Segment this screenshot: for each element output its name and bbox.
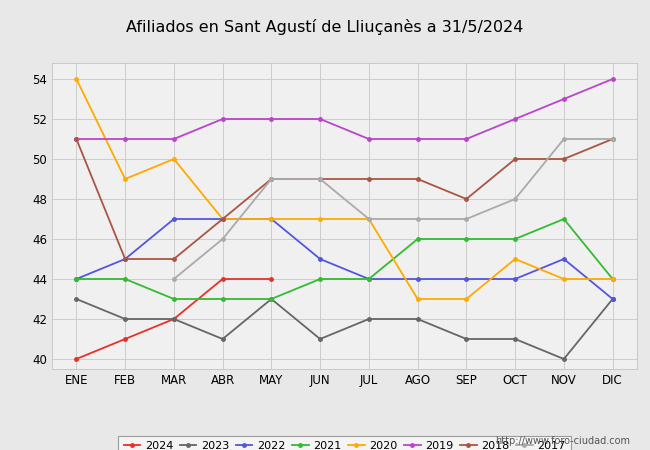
2023 bbox=[121, 316, 129, 322]
2021 bbox=[560, 216, 568, 222]
2018 bbox=[608, 136, 616, 142]
2023 bbox=[413, 316, 421, 322]
2022 bbox=[72, 276, 81, 282]
2019 bbox=[72, 136, 81, 142]
2020 bbox=[268, 216, 276, 222]
2017 bbox=[218, 236, 227, 242]
2022 bbox=[511, 276, 519, 282]
2021 bbox=[121, 276, 129, 282]
2017 bbox=[170, 276, 178, 282]
2022 bbox=[121, 256, 129, 262]
Line: 2021: 2021 bbox=[75, 217, 614, 301]
2019 bbox=[608, 76, 616, 82]
Legend: 2024, 2023, 2022, 2021, 2020, 2019, 2018, 2017: 2024, 2023, 2022, 2021, 2020, 2019, 2018… bbox=[118, 436, 571, 450]
2022 bbox=[218, 216, 227, 222]
2017 bbox=[608, 136, 616, 142]
2018 bbox=[170, 256, 178, 262]
2019 bbox=[268, 116, 276, 122]
2022 bbox=[463, 276, 471, 282]
2023 bbox=[608, 296, 616, 302]
2017 bbox=[268, 176, 276, 182]
2020 bbox=[170, 156, 178, 162]
2021 bbox=[72, 276, 81, 282]
Line: 2020: 2020 bbox=[75, 77, 614, 301]
2022 bbox=[365, 276, 373, 282]
2024 bbox=[72, 356, 81, 362]
2023 bbox=[268, 296, 276, 302]
2018 bbox=[268, 176, 276, 182]
2018 bbox=[121, 256, 129, 262]
2021 bbox=[316, 276, 324, 282]
2023 bbox=[463, 336, 471, 342]
2018 bbox=[72, 136, 81, 142]
2018 bbox=[365, 176, 373, 182]
Line: 2023: 2023 bbox=[75, 297, 614, 361]
2018 bbox=[316, 176, 324, 182]
Line: 2022: 2022 bbox=[75, 217, 614, 301]
2017 bbox=[511, 196, 519, 202]
2024 bbox=[268, 276, 276, 282]
2019 bbox=[413, 136, 421, 142]
2023 bbox=[316, 336, 324, 342]
2022 bbox=[413, 276, 421, 282]
2019 bbox=[365, 136, 373, 142]
2021 bbox=[170, 296, 178, 302]
2019 bbox=[121, 136, 129, 142]
2022 bbox=[560, 256, 568, 262]
Text: http://www.foro-ciudad.com: http://www.foro-ciudad.com bbox=[495, 436, 630, 446]
2018 bbox=[413, 176, 421, 182]
2020 bbox=[560, 276, 568, 282]
2024 bbox=[218, 276, 227, 282]
Line: 2018: 2018 bbox=[75, 137, 614, 261]
2019 bbox=[560, 96, 568, 102]
Line: 2019: 2019 bbox=[75, 77, 614, 141]
2020 bbox=[121, 176, 129, 182]
2017 bbox=[413, 216, 421, 222]
2017 bbox=[316, 176, 324, 182]
2021 bbox=[268, 296, 276, 302]
2019 bbox=[463, 136, 471, 142]
2022 bbox=[316, 256, 324, 262]
2019 bbox=[316, 116, 324, 122]
2020 bbox=[511, 256, 519, 262]
2021 bbox=[218, 296, 227, 302]
2018 bbox=[511, 156, 519, 162]
Text: Afiliados en Sant Agustí de Lliuçanès a 31/5/2024: Afiliados en Sant Agustí de Lliuçanès a … bbox=[126, 19, 524, 35]
2020 bbox=[218, 216, 227, 222]
2018 bbox=[560, 156, 568, 162]
2023 bbox=[560, 356, 568, 362]
2022 bbox=[170, 216, 178, 222]
2019 bbox=[218, 116, 227, 122]
2020 bbox=[365, 216, 373, 222]
2021 bbox=[463, 236, 471, 242]
Line: 2017: 2017 bbox=[172, 137, 614, 281]
2021 bbox=[365, 276, 373, 282]
2021 bbox=[608, 276, 616, 282]
2020 bbox=[316, 216, 324, 222]
2023 bbox=[170, 316, 178, 322]
2018 bbox=[218, 216, 227, 222]
2017 bbox=[365, 216, 373, 222]
2019 bbox=[511, 116, 519, 122]
2021 bbox=[511, 236, 519, 242]
2020 bbox=[608, 276, 616, 282]
2023 bbox=[365, 316, 373, 322]
Line: 2024: 2024 bbox=[75, 277, 273, 361]
2023 bbox=[511, 336, 519, 342]
2021 bbox=[413, 236, 421, 242]
2018 bbox=[463, 196, 471, 202]
2022 bbox=[608, 296, 616, 302]
2024 bbox=[170, 316, 178, 322]
2024 bbox=[121, 336, 129, 342]
2022 bbox=[268, 216, 276, 222]
2019 bbox=[170, 136, 178, 142]
2023 bbox=[218, 336, 227, 342]
2017 bbox=[560, 136, 568, 142]
2020 bbox=[72, 76, 81, 82]
2023 bbox=[72, 296, 81, 302]
2020 bbox=[463, 296, 471, 302]
2017 bbox=[463, 216, 471, 222]
2020 bbox=[413, 296, 421, 302]
